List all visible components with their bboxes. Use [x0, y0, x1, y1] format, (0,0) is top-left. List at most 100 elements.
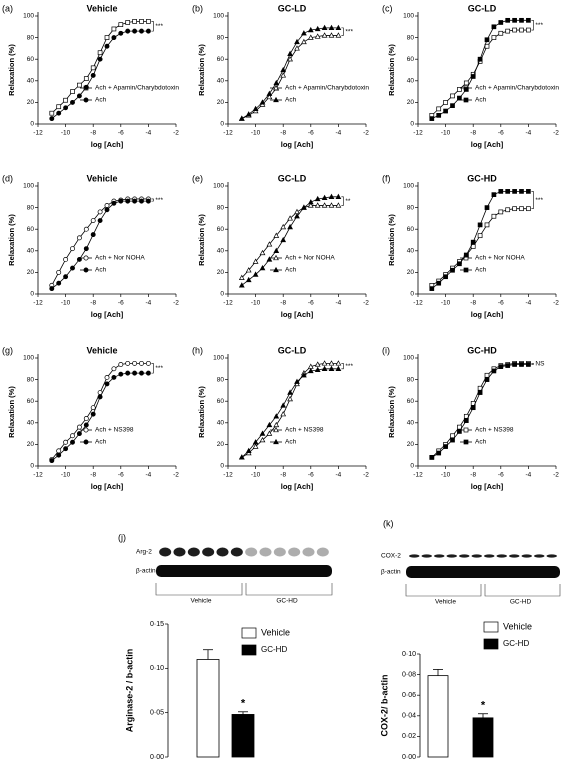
marker	[49, 286, 55, 292]
blot-band	[534, 554, 545, 558]
y-tick-label: 60	[27, 226, 35, 233]
y-tick-label: 0·00	[402, 754, 416, 761]
marker	[335, 193, 342, 199]
y-tick-label: 40	[217, 78, 225, 85]
x-axis-label: log [Ach]	[91, 310, 124, 319]
y-tick-label: 0	[410, 463, 414, 470]
marker	[70, 99, 75, 105]
blot-band	[173, 547, 186, 557]
marker	[457, 95, 462, 101]
marker	[70, 89, 75, 94]
panel-label: (b)	[192, 3, 203, 13]
marker	[63, 274, 69, 280]
marker	[505, 207, 511, 213]
legend-swatch	[241, 644, 257, 656]
x-tick-label: -10	[441, 472, 451, 479]
marker	[328, 24, 335, 31]
marker	[498, 20, 504, 25]
marker	[252, 271, 259, 277]
marker	[238, 115, 245, 121]
y-tick-label: 60	[407, 226, 415, 233]
marker	[259, 249, 266, 256]
marker	[104, 207, 110, 213]
y-axis-label: Relaxation (%)	[197, 214, 206, 266]
group-bracket	[405, 584, 561, 597]
marker	[56, 269, 62, 275]
marker	[145, 360, 151, 366]
marker	[259, 430, 266, 436]
annotation: ***	[345, 28, 353, 35]
marker	[56, 110, 62, 116]
legend-label: GC-HD	[503, 639, 529, 648]
marker	[238, 282, 245, 288]
y-tick-label: 60	[217, 398, 225, 405]
marker	[512, 17, 517, 23]
marker	[307, 367, 314, 374]
legend-label: Ach	[475, 97, 487, 104]
legend-marker	[273, 426, 279, 433]
marker	[90, 218, 96, 224]
marker	[526, 362, 531, 367]
blot-band	[471, 554, 482, 558]
marker	[63, 256, 69, 262]
marker	[457, 429, 462, 434]
marker	[429, 286, 435, 291]
marker	[111, 374, 117, 380]
marker	[301, 204, 307, 210]
x-tick-label: -4	[336, 300, 342, 307]
bar	[472, 717, 494, 758]
blot-band	[187, 547, 200, 557]
marker	[83, 76, 89, 81]
marker	[519, 189, 524, 194]
group-label: GC-HD	[510, 599, 532, 606]
annotation: *	[481, 700, 486, 712]
legend-label: Ach	[95, 97, 107, 104]
marker	[280, 411, 287, 417]
y-tick-label: 100	[213, 355, 224, 362]
significance-bracket	[341, 196, 344, 206]
x-tick-label: -8	[280, 300, 286, 307]
annotation: NS	[535, 361, 545, 368]
significance-bracket	[151, 21, 154, 32]
x-tick-label: -8	[90, 472, 96, 479]
legend-label: Ach + Nor NOHA	[285, 255, 335, 262]
legend-marker	[273, 266, 279, 273]
marker	[252, 105, 259, 112]
x-tick-label: -4	[526, 130, 532, 137]
blot-band	[459, 554, 470, 558]
marker	[139, 198, 144, 204]
marker	[83, 422, 89, 428]
y-tick-label: 0	[220, 463, 224, 470]
marker	[335, 24, 342, 31]
legend-label: Ach	[285, 97, 297, 104]
legend-label: Ach + Apamin/Charybdotoxin	[95, 85, 179, 92]
marker	[491, 192, 497, 197]
significance-bracket	[151, 363, 154, 374]
bar	[427, 675, 449, 758]
blot-band	[245, 547, 258, 557]
bar	[231, 714, 255, 758]
marker	[145, 370, 151, 376]
marker	[294, 213, 300, 219]
marker	[118, 362, 124, 367]
x-axis-label: log [Ach]	[471, 482, 504, 491]
y-tick-label: 0	[30, 463, 34, 470]
marker	[301, 30, 307, 36]
marker	[70, 433, 75, 439]
legend-marker	[463, 427, 469, 433]
marker	[273, 232, 280, 238]
marker	[491, 368, 497, 374]
marker	[238, 454, 245, 460]
marker	[328, 360, 335, 366]
marker	[294, 45, 300, 51]
marker	[328, 202, 335, 208]
blot-band	[406, 566, 560, 578]
marker	[512, 27, 517, 33]
marker	[526, 206, 531, 212]
significance-bracket	[531, 363, 534, 365]
marker	[314, 366, 321, 373]
marker	[83, 416, 89, 421]
y-tick-label: 40	[407, 420, 415, 427]
marker	[450, 103, 455, 108]
marker	[146, 19, 151, 24]
